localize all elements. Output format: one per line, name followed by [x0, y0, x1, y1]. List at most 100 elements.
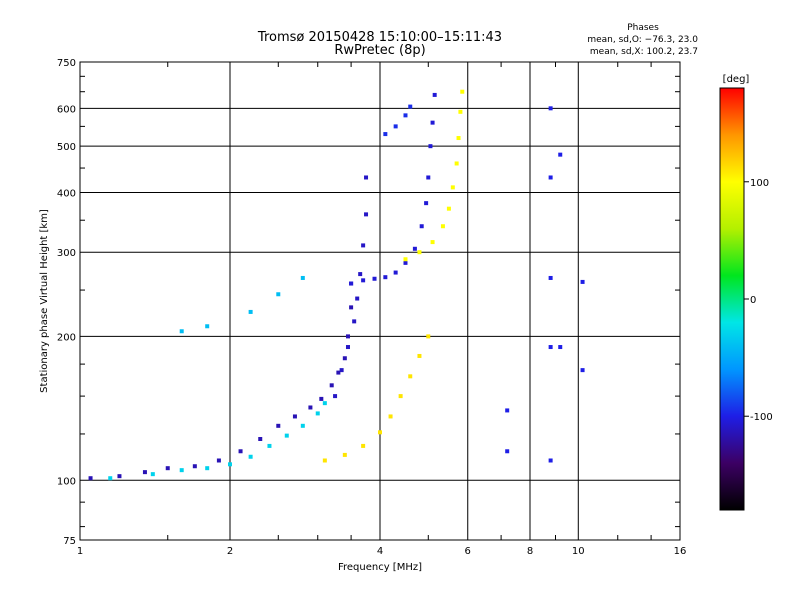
data-point: [403, 257, 408, 262]
data-point: [276, 423, 281, 428]
plot-grid: [80, 62, 680, 540]
data-point: [142, 470, 147, 475]
y-tick-labels: 75 100 200 300 400 500 600 750: [57, 58, 76, 547]
data-point: [361, 243, 366, 248]
data-point: [228, 462, 232, 467]
data-point: [216, 458, 221, 463]
data-point: [419, 224, 424, 229]
data-point: [276, 292, 281, 297]
data-point: [558, 152, 563, 157]
x-tick-label: 1: [77, 546, 83, 557]
data-point: [398, 394, 403, 399]
data-point: [361, 278, 366, 283]
data-point: [388, 414, 393, 419]
data-point: [580, 368, 585, 373]
data-point: [440, 224, 445, 229]
x-tick-label: 6: [465, 546, 471, 557]
y-tick-label: 750: [57, 58, 76, 69]
data-point: [319, 396, 324, 401]
data-point: [383, 132, 388, 137]
data-point: [428, 144, 433, 149]
data-point: [408, 104, 413, 109]
data-point: [345, 345, 350, 350]
data-point: [458, 109, 463, 114]
x-tick-label: 10: [572, 546, 585, 557]
data-point: [454, 161, 459, 166]
y-tick-label: 200: [57, 332, 76, 343]
data-point: [364, 212, 369, 217]
chart-title: Tromsø 20150428 15:10:00–15:11:43: [257, 30, 502, 45]
data-point: [548, 275, 553, 280]
y-tick-label: 300: [57, 248, 76, 259]
data-point: [393, 270, 398, 275]
data-point: [417, 353, 422, 358]
y-axis-label: Stationary phase Virtual Height [km]: [39, 209, 50, 393]
data-point: [322, 458, 327, 463]
data-point: [342, 356, 347, 361]
stats-x-mode: mean, sd,X: 100.2, 23.7: [590, 47, 698, 57]
data-point: [300, 275, 305, 280]
x-tick-label: 16: [674, 546, 687, 557]
colorbar-tick-labels: 100 0 -100: [744, 178, 773, 423]
data-point: [292, 414, 297, 419]
data-point: [258, 436, 263, 441]
data-point: [361, 443, 366, 448]
data-point: [383, 275, 388, 280]
data-point: [430, 120, 435, 125]
data-point: [450, 185, 455, 190]
data-point: [192, 464, 197, 469]
x-tick-label: 4: [377, 546, 383, 557]
stats-header: Phases: [627, 23, 659, 33]
data-point: [393, 124, 398, 129]
data-point: [339, 368, 344, 373]
data-point: [426, 175, 431, 180]
data-point: [505, 449, 510, 454]
x-axis-label: Frequency [MHz]: [338, 562, 422, 573]
data-point: [179, 329, 184, 334]
data-point: [403, 260, 408, 265]
data-point: [558, 345, 563, 350]
data-point: [403, 113, 408, 118]
plot-frame: [79, 61, 681, 541]
data-point: [238, 449, 243, 454]
data-point: [205, 466, 210, 471]
stats-o-mode: mean, sd,O: −76.3, 23.0: [587, 35, 698, 45]
colorbar: [719, 87, 745, 511]
chart-subtitle: RwPretec (8p): [334, 43, 425, 58]
y-tick-label: 500: [57, 142, 76, 153]
data-point: [355, 296, 360, 301]
data-point: [358, 272, 363, 277]
data-point: [165, 466, 170, 471]
data-point: [333, 394, 338, 399]
data-point: [430, 240, 435, 245]
colorbar-tick-label: 100: [750, 178, 769, 189]
data-point: [426, 334, 431, 339]
data-point: [412, 246, 417, 251]
data-point: [179, 468, 184, 473]
data-point: [284, 433, 289, 438]
y-tick-label: 400: [57, 188, 76, 199]
data-point: [150, 472, 155, 477]
data-point: [460, 89, 465, 94]
colorbar-tick-label: 0: [750, 295, 756, 306]
data-point: [267, 443, 272, 448]
x-tick-label: 8: [527, 546, 533, 557]
x-tick-label: 2: [227, 546, 233, 557]
y-tick-label: 600: [57, 104, 76, 115]
data-point: [315, 411, 320, 416]
data-point: [417, 250, 422, 255]
colorbar-tick-label: -100: [750, 412, 773, 423]
y-tick-label: 100: [57, 476, 76, 487]
data-point: [248, 309, 253, 314]
data-point: [548, 106, 553, 111]
data-point: [300, 423, 305, 428]
data-point: [205, 324, 210, 329]
x-tick-labels: 1 2 4 6 8 10 16: [77, 546, 687, 557]
y-tick-label: 75: [63, 536, 76, 547]
data-point: [349, 305, 354, 310]
data-point: [352, 319, 357, 324]
data-point: [408, 374, 413, 379]
data-point: [378, 430, 382, 435]
data-point: [342, 452, 347, 457]
